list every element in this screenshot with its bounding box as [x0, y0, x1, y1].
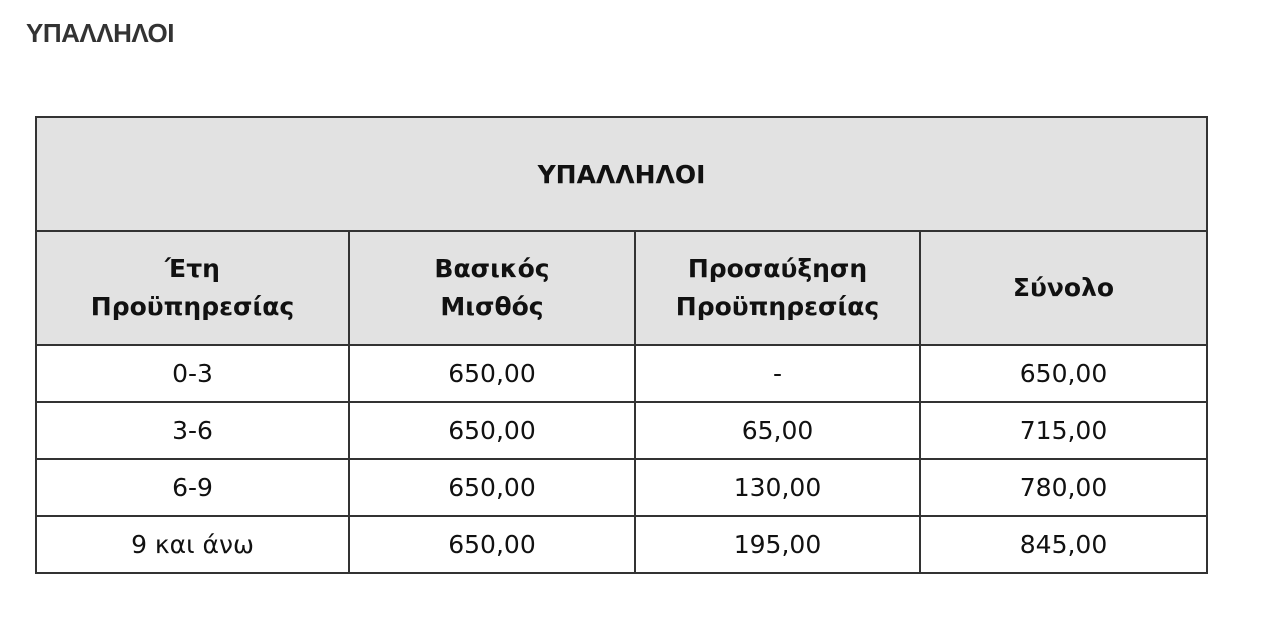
cell-base-salary: 650,00: [348, 515, 636, 574]
cell-base-salary: 650,00: [348, 458, 636, 517]
salary-table: ΥΠΑΛΛΗΛΟΙ Έτη Προϋπηρεσίας Βασικός Μισθός …: [34, 116, 1209, 574]
cell-total: 845,00: [918, 515, 1209, 574]
page-title: ΥΠΑΛΛΗΛΟΙ: [26, 18, 174, 48]
cell-total: 780,00: [918, 458, 1209, 517]
cell-years: 9 και άνω: [35, 515, 350, 574]
cell-total: 715,00: [918, 401, 1209, 460]
header-line: Προσαύξηση: [687, 254, 868, 283]
table-row: 6-9 650,00 130,00 780,00: [35, 458, 1209, 517]
table-row: 3-6 650,00 65,00 715,00: [35, 401, 1209, 460]
cell-total: 650,00: [918, 344, 1209, 403]
header-base-salary: Βασικός Μισθός: [348, 230, 636, 346]
header-line: Σύνολο: [1012, 273, 1115, 302]
table-row: 0-3 650,00 - 650,00: [35, 344, 1209, 403]
cell-base-salary: 650,00: [348, 344, 636, 403]
table-row: 9 και άνω 650,00 195,00 845,00: [35, 515, 1209, 574]
cell-increment: 195,00: [634, 515, 921, 574]
cell-base-salary: 650,00: [348, 401, 636, 460]
header-line: Προϋπηρεσίας: [90, 292, 295, 321]
cell-years: 6-9: [35, 458, 350, 517]
header-line: Βασικός: [434, 254, 550, 283]
header-line: Έτη: [165, 254, 220, 283]
header-line: Προϋπηρεσίας: [675, 292, 880, 321]
cell-years: 0-3: [35, 344, 350, 403]
cell-increment: 130,00: [634, 458, 921, 517]
table-header-row: Έτη Προϋπηρεσίας Βασικός Μισθός Προσαύξηση…: [35, 230, 1209, 346]
header-line: Μισθός: [440, 292, 544, 321]
header-total: Σύνολο: [918, 230, 1209, 346]
header-years: Έτη Προϋπηρεσίας: [35, 230, 350, 346]
table-title-row: ΥΠΑΛΛΗΛΟΙ: [34, 116, 1209, 232]
table-title: ΥΠΑΛΛΗΛΟΙ: [34, 116, 1209, 232]
cell-increment: -: [634, 344, 921, 403]
header-increment: Προσαύξηση Προϋπηρεσίας: [634, 230, 921, 346]
cell-years: 3-6: [35, 401, 350, 460]
cell-increment: 65,00: [634, 401, 921, 460]
